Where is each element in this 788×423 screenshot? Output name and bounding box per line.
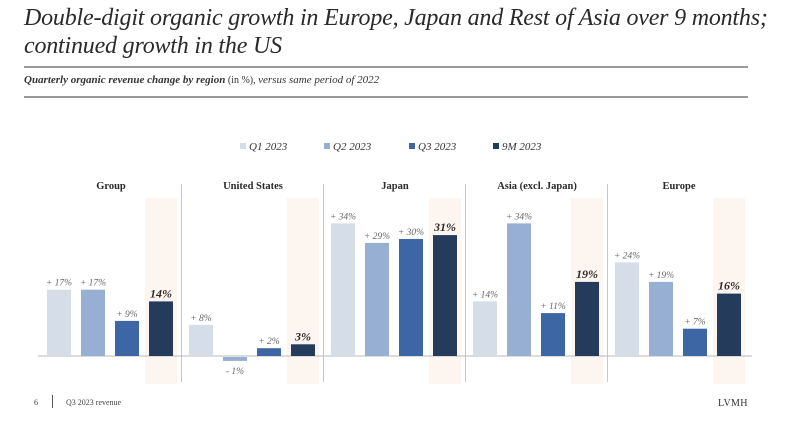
data-label: + 30% [398, 228, 424, 238]
bar-9m-2023 [575, 281, 599, 356]
data-label: + 9% [116, 310, 138, 320]
bar-9m-2023 [717, 293, 741, 356]
data-label: + 17% [46, 279, 72, 289]
data-label: + 8% [190, 314, 212, 324]
bar-q2-2023 [223, 357, 247, 361]
region-label: United States [223, 181, 283, 192]
data-label: 14% [150, 286, 172, 300]
bar-q1-2023 [47, 289, 71, 356]
bar-q1-2023 [189, 324, 213, 356]
data-label: + 14% [472, 290, 498, 300]
region-label: Japan [381, 181, 409, 192]
bar-q1-2023 [615, 262, 639, 356]
legend-swatch [240, 143, 246, 149]
subtitle-rule [24, 96, 748, 98]
legend-label: 9M 2023 [502, 141, 542, 153]
bar-q2-2023 [365, 242, 389, 356]
bar-q1-2023 [331, 223, 355, 356]
bar-9m-2023 [291, 344, 315, 356]
data-label: + 29% [364, 232, 390, 242]
legend-item-q2: Q2 2023 [324, 141, 371, 153]
title-rule [24, 66, 748, 68]
chart-legend: Q1 2023 Q2 2023 Q3 2023 9M 2023 [0, 141, 788, 157]
data-label: + 19% [648, 271, 674, 281]
data-label: + 11% [540, 302, 566, 312]
legend-label: Q1 2023 [249, 141, 288, 153]
legend-item-9m: 9M 2023 [493, 141, 541, 153]
bar-q2-2023 [507, 223, 531, 356]
data-label: 31% [433, 220, 456, 234]
data-label: + 2% [258, 337, 280, 347]
legend-swatch [409, 143, 415, 149]
region-label: Group [96, 181, 126, 192]
footer-separator [52, 395, 53, 408]
data-label: 16% [718, 279, 740, 293]
brand-logo: LVMH [718, 398, 748, 409]
bar-q3-2023 [683, 328, 707, 356]
bar-9m-2023 [433, 235, 457, 356]
subtitle-main: Quarterly organic revenue change by regi… [24, 74, 226, 86]
bar-q3-2023 [399, 239, 423, 356]
chart-subtitle: Quarterly organic revenue change by regi… [24, 74, 379, 86]
legend-label: Q2 2023 [333, 141, 372, 153]
subtitle-unit: (in %), [225, 75, 259, 86]
bar-q1-2023 [473, 301, 497, 356]
subtitle-comparison: versus same period of 2022 [258, 74, 380, 86]
bar-q2-2023 [81, 289, 105, 356]
data-label: + 24% [614, 251, 640, 261]
bar-9m-2023 [149, 301, 173, 356]
legend-swatch [324, 143, 330, 149]
data-label: - 1% [226, 367, 244, 377]
footer-label: Q3 2023 revenue [66, 398, 122, 407]
data-label: 3% [294, 329, 311, 343]
data-label: + 17% [80, 279, 106, 289]
data-label: + 34% [330, 212, 356, 222]
legend-item-q1: Q1 2023 [240, 141, 287, 153]
page-number: 6 [34, 398, 38, 407]
slide-title: Double-digit organic growth in Europe, J… [24, 5, 768, 59]
bar-q3-2023 [257, 348, 281, 356]
data-label: + 7% [684, 318, 706, 328]
region-label: Asia (excl. Japan) [497, 181, 577, 192]
legend-swatch [493, 143, 499, 149]
legend-label: Q3 2023 [418, 141, 457, 153]
bar-q2-2023 [649, 281, 673, 356]
data-label: + 34% [506, 212, 532, 222]
bar-q3-2023 [115, 320, 139, 356]
legend-item-q3: Q3 2023 [409, 141, 456, 153]
bar-q3-2023 [541, 313, 565, 356]
region-label: Europe [662, 181, 695, 192]
data-label: 19% [576, 267, 598, 281]
